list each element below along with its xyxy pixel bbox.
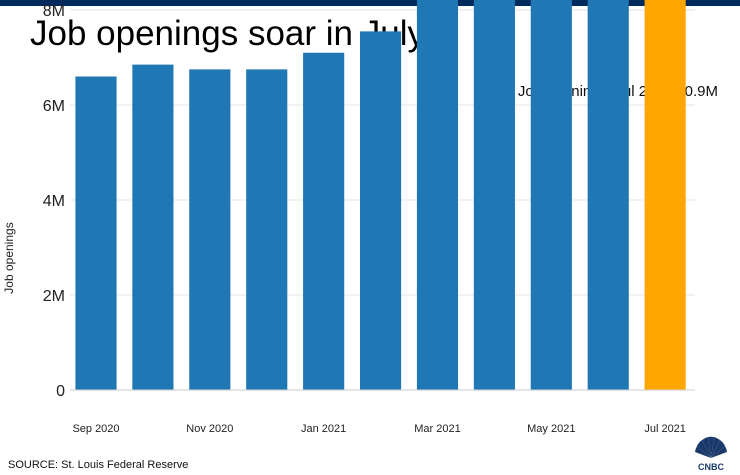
x-tick-label: Jul 2021 [644, 423, 686, 435]
bar-apr-2021 [473, 0, 515, 390]
bar-sep-2020 [75, 76, 117, 390]
x-tick-label: Mar 2021 [414, 423, 460, 435]
y-tick-label: 2M [43, 288, 65, 305]
bar-dec-2020 [246, 69, 288, 390]
bar-feb-2021 [359, 31, 402, 390]
x-tick-label: Nov 2020 [186, 423, 233, 435]
chart-title: Job openings soar in July [30, 14, 425, 53]
bar-may-2021 [530, 0, 572, 390]
bar-jun-2021 [587, 0, 629, 390]
top-bar [0, 0, 740, 6]
bar-jan-2021 [303, 52, 345, 390]
y-tick-label: 4M [43, 193, 65, 210]
x-tick-label: Sep 2020 [72, 423, 119, 435]
x-tick-label: Jan 2021 [301, 423, 346, 435]
bar-nov-2020 [189, 69, 231, 390]
bar-jul-2021 [644, 0, 686, 390]
source-note: SOURCE: St. Louis Federal Reserve [8, 459, 189, 471]
bar-oct-2020 [132, 64, 174, 390]
logo-text: CNBC [698, 462, 724, 472]
y-tick-label: 8M [43, 3, 65, 20]
x-tick-label: May 2021 [527, 423, 575, 435]
bar-mar-2021 [416, 0, 459, 390]
y-tick-label: 6M [43, 98, 65, 115]
cnbc-peacock-icon: CNBC [695, 436, 727, 472]
y-tick-label: 0 [56, 383, 65, 400]
